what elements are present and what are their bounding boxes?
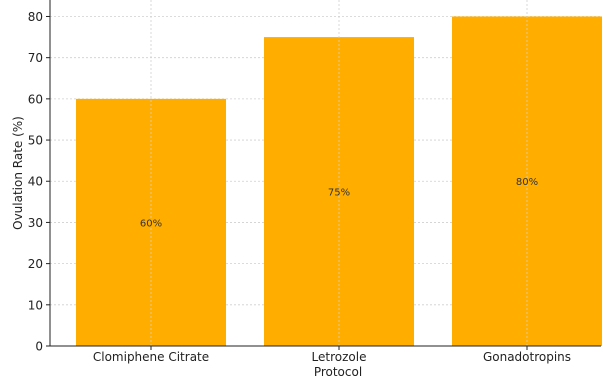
y-tick-label: 70 [28,51,43,65]
y-tick-label: 0 [35,340,43,354]
y-tick-label: 80 [28,10,43,24]
y-tick-label: 20 [28,257,43,271]
y-tick-label: 40 [28,175,43,189]
bar-data-label: 60% [140,218,162,229]
bar-data-label: 75% [328,188,350,199]
x-tick-label: Clomiphene Citrate [93,350,209,364]
y-tick-label: 50 [28,134,43,148]
y-tick-label: 10 [28,298,43,312]
x-tick-label: Letrozole [312,350,367,364]
x-tick-label: Gonadotropins [483,350,571,364]
axes-layer: 0 10 20 30 40 50 60 70 80 Clomiphene Citrate Letro… [28,0,601,364]
data-labels-layer: 60% 75% 80% [140,0,538,346]
y-tick-label: 30 [28,216,43,230]
y-axis-title: Ovulation Rate (%) [11,116,25,230]
x-axis-title: Protocol [314,365,362,379]
bar-data-label: 80% [516,177,538,188]
y-tick-label: 60 [28,92,43,106]
